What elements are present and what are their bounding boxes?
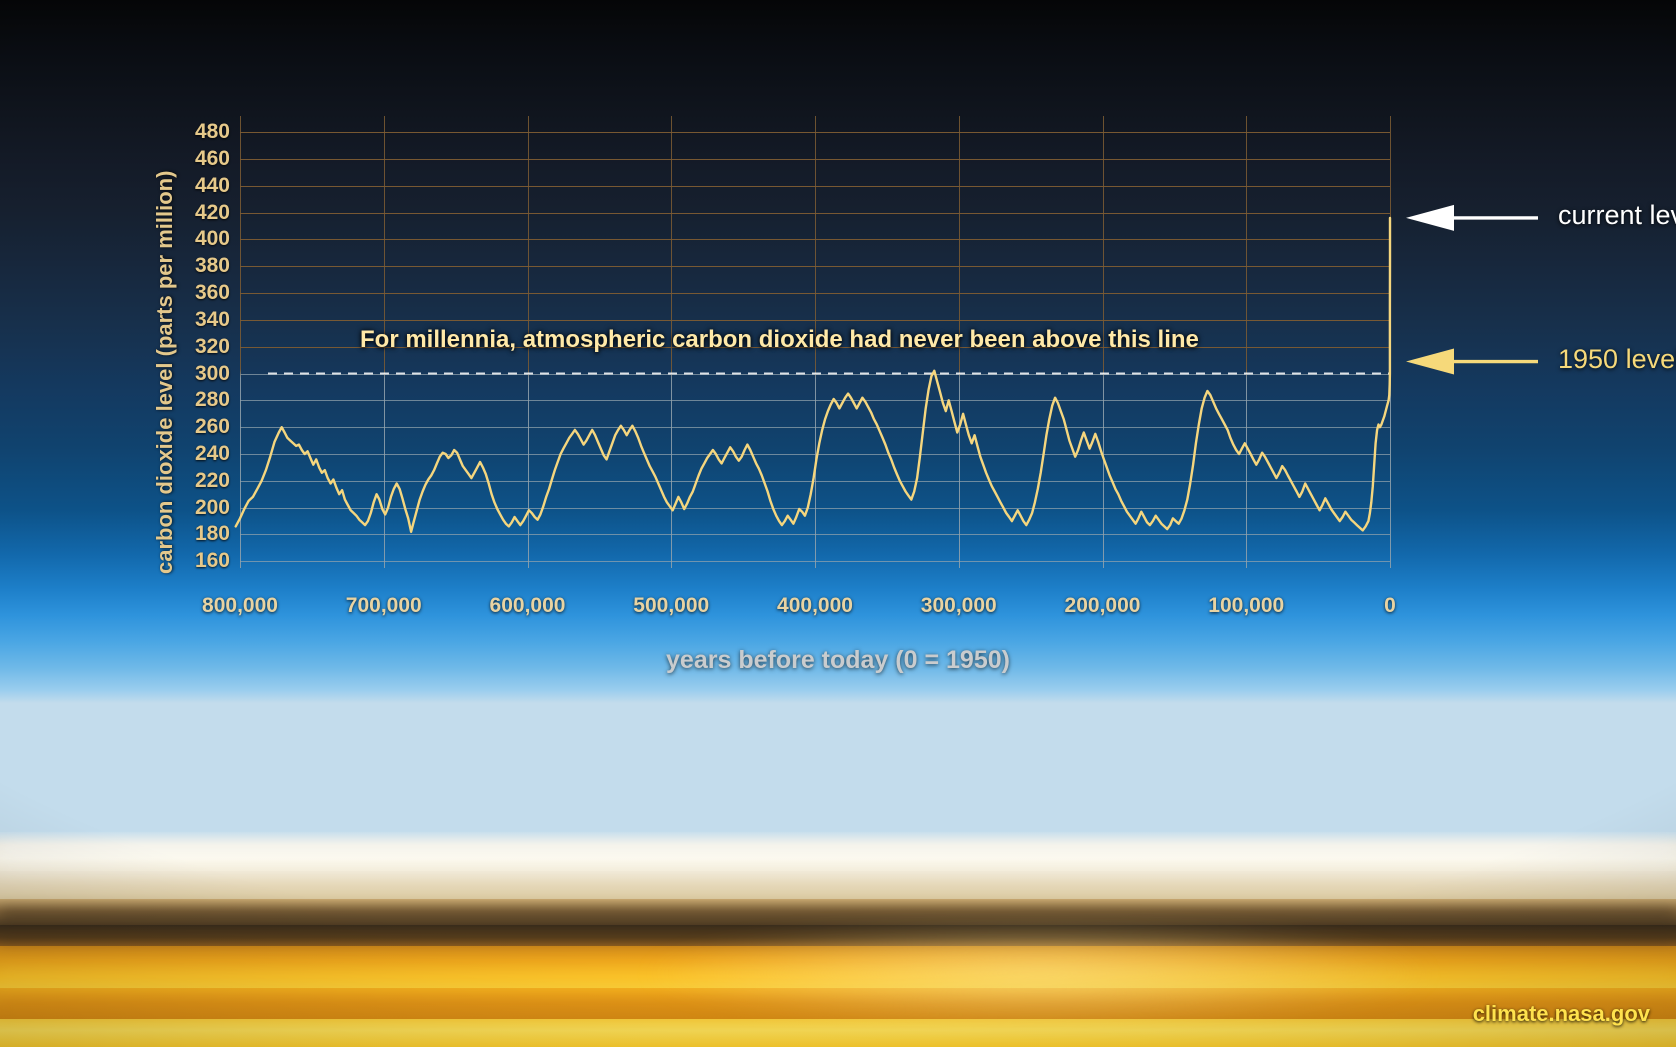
nineteen-fifty-level-arrow-icon (1406, 348, 1538, 375)
label-1950-level: 1950 level (1558, 343, 1676, 374)
cloud-streak-2 (0, 864, 1676, 874)
gridline-vertical (527, 116, 529, 568)
cloud-band-1 (0, 832, 1676, 877)
y-tick-label: 420 (194, 200, 230, 224)
sun-glow (636, 921, 1442, 1027)
y-tick-label: 260 (194, 415, 230, 439)
x-tick-label: 600,000 (489, 594, 566, 617)
co2-series-line (234, 216, 1392, 533)
sky-gradient (0, 0, 1676, 880)
x-tick-label: 100,000 (1208, 594, 1285, 617)
y-tick-label: 220 (194, 468, 230, 492)
x-tick-label: 500,000 (633, 594, 710, 617)
y-tick-label: 440 (194, 173, 230, 197)
x-axis-title: years before today (0 = 1950) (666, 646, 1010, 674)
y-tick-label: 480 (194, 120, 230, 144)
x-tick-label: 200,000 (1064, 594, 1141, 617)
gridline-vertical (1102, 116, 1104, 568)
gridline-vertical (958, 116, 960, 568)
y-tick-label: 400 (194, 227, 230, 251)
annotation-millennia: For millennia, atmospheric carbon dioxid… (360, 325, 1199, 353)
gridline-vertical (1246, 116, 1248, 568)
y-tick-label: 460 (194, 146, 230, 170)
y-tick-label: 160 (194, 549, 230, 573)
y-tick-label: 320 (194, 334, 230, 358)
x-tick-label: 700,000 (345, 594, 422, 617)
cloud-band-2 (0, 871, 1676, 903)
x-tick-label: 300,000 (920, 594, 997, 617)
y-tick-label: 280 (194, 388, 230, 412)
y-tick-label: 360 (194, 281, 230, 305)
cloud-streak-3 (0, 908, 1676, 920)
x-tick-label: 800,000 (202, 594, 278, 617)
gridline-vertical (815, 116, 816, 568)
y-tick-label: 200 (194, 495, 230, 519)
y-tick-label: 300 (194, 361, 230, 385)
gridline-vertical (383, 116, 385, 568)
current-level-arrow-icon (1406, 204, 1538, 231)
y-tick-label: 380 (194, 254, 230, 278)
credit-url: climate.nasa.gov (1472, 1001, 1650, 1026)
gridline-vertical (671, 116, 673, 568)
gridline-vertical (240, 116, 241, 568)
y-tick-label: 240 (194, 441, 230, 465)
y-tick-label: 340 (194, 307, 230, 331)
cloud-streak-1 (0, 843, 1676, 855)
x-tick-label: 400,000 (777, 594, 853, 617)
y-tick-label: 180 (194, 522, 230, 546)
x-tick-label: 0 (1384, 594, 1396, 617)
label-current-level: current level (1558, 199, 1676, 230)
